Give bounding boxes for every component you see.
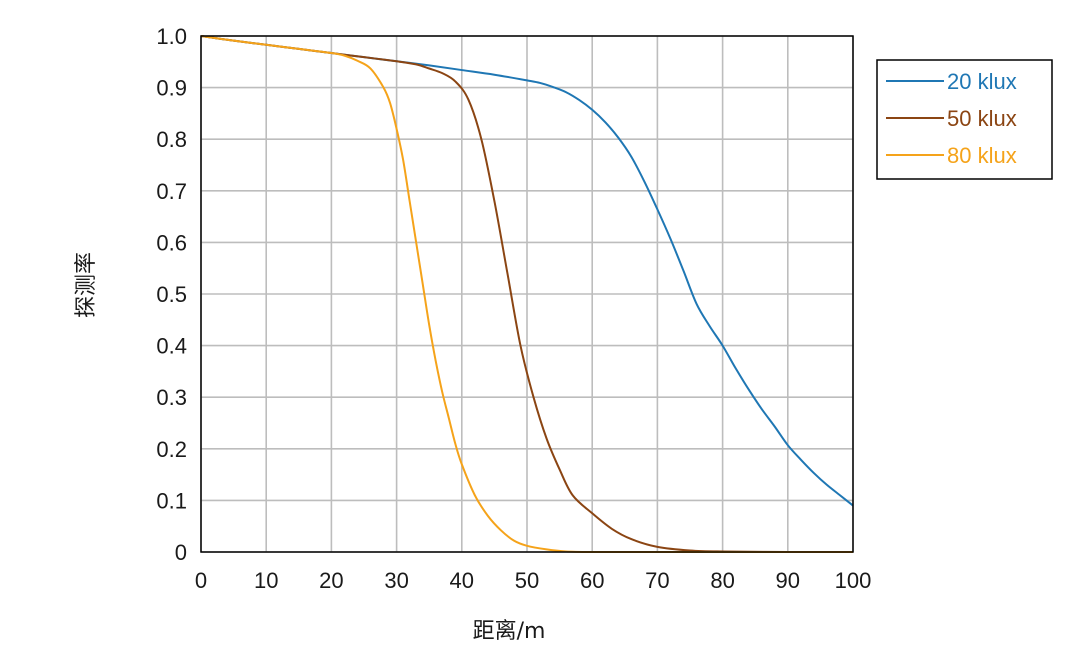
y-tick-label: 0.8 xyxy=(156,127,187,152)
x-tick-label: 0 xyxy=(195,568,207,593)
legend-label-50-klux: 50 klux xyxy=(947,106,1017,131)
y-tick-label: 0.4 xyxy=(156,334,187,359)
y-tick-label: 0.9 xyxy=(156,76,187,101)
series-group xyxy=(200,35,854,554)
x-tick-label: 50 xyxy=(515,568,539,593)
y-tick-label: 0.1 xyxy=(156,488,187,513)
y-tick-label: 0.2 xyxy=(156,437,187,462)
y-tick-label: 1.0 xyxy=(156,24,187,49)
series-line-50-klux xyxy=(200,35,854,554)
x-tick-label: 10 xyxy=(254,568,278,593)
x-tick-label: 70 xyxy=(645,568,669,593)
x-tick-label: 30 xyxy=(384,568,408,593)
y-axis-title: 探测率 xyxy=(74,252,99,318)
x-tick-label: 40 xyxy=(450,568,474,593)
plot-frame xyxy=(200,35,854,553)
y-tick-label: 0.3 xyxy=(156,385,187,410)
legend-box xyxy=(876,59,1053,180)
legend-label-80-klux: 80 klux xyxy=(947,143,1017,168)
x-tick-label: 100 xyxy=(835,568,872,593)
x-tick-label: 80 xyxy=(710,568,734,593)
legend: 20 klux 50 klux 80 klux xyxy=(876,59,1053,180)
y-tick-label: 0.5 xyxy=(156,282,187,307)
x-tick-label: 90 xyxy=(776,568,800,593)
y-tick-label: 0.7 xyxy=(156,179,187,204)
x-tick-labels: 0 10 20 30 40 50 60 70 80 90 100 xyxy=(195,568,871,593)
y-tick-label: 0 xyxy=(175,540,187,565)
x-axis-title: 距离/m xyxy=(473,619,546,644)
series-line-80-klux xyxy=(200,35,853,554)
x-tick-label: 60 xyxy=(580,568,604,593)
y-tick-label: 0.6 xyxy=(156,230,187,255)
legend-label-20-klux: 20 klux xyxy=(947,69,1017,94)
x-tick-label: 20 xyxy=(319,568,343,593)
grid xyxy=(200,35,854,553)
y-tick-labels: 0 0.1 0.2 0.3 0.4 0.5 0.6 0.7 0.8 0.9 1.0 xyxy=(156,24,187,565)
